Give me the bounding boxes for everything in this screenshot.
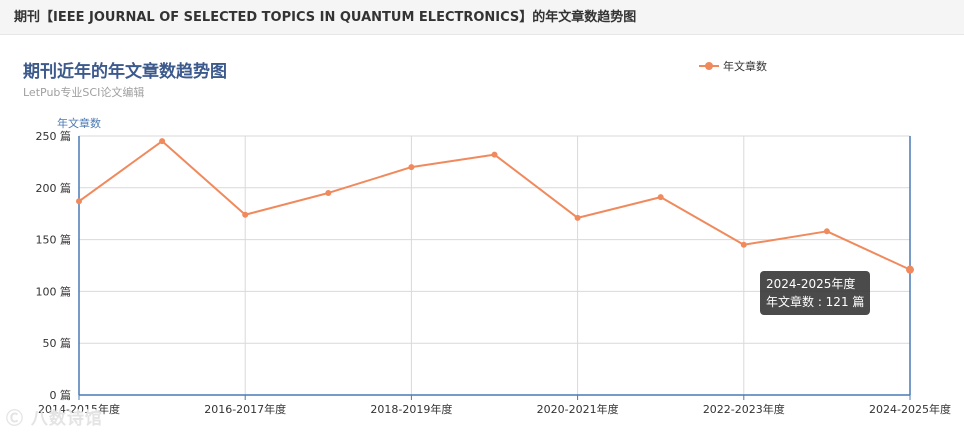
page-title: 期刊【IEEE JOURNAL OF SELECTED TOPICS IN QU… bbox=[14, 10, 637, 25]
y-tick-label: 0 篇 bbox=[50, 388, 72, 402]
header-bar: 期刊【IEEE JOURNAL OF SELECTED TOPICS IN QU… bbox=[0, 0, 964, 35]
data-point bbox=[325, 189, 332, 196]
series-line bbox=[78, 140, 911, 271]
legend-label: 年文章数 bbox=[723, 60, 767, 73]
data-point bbox=[823, 228, 830, 235]
x-tick-label: 2024-2025年度 bbox=[869, 402, 951, 416]
y-axis-title: 年文章数 bbox=[57, 116, 101, 130]
chart-subtitle: LetPub专业SCI论文编辑 bbox=[23, 86, 145, 99]
x-tick-label: 2014-2015年度 bbox=[38, 402, 120, 416]
data-point bbox=[657, 194, 664, 201]
data-point bbox=[159, 138, 166, 145]
x-tick-label: 2020-2021年度 bbox=[537, 402, 619, 416]
data-point bbox=[242, 211, 249, 218]
tooltip-category: 2024-2025年度 bbox=[766, 277, 856, 291]
data-point bbox=[491, 151, 498, 158]
data-point bbox=[740, 241, 747, 248]
y-tick-label: 200 篇 bbox=[36, 181, 72, 195]
tooltip-value: 年文章数 : 121 篇 bbox=[766, 295, 865, 309]
y-tick-label: 50 篇 bbox=[43, 336, 72, 350]
chart-title: 期刊近年的年文章数趋势图 bbox=[23, 62, 227, 82]
data-point bbox=[906, 265, 914, 274]
data-point bbox=[76, 198, 82, 205]
data-point bbox=[574, 214, 581, 221]
y-tick-label: 100 篇 bbox=[36, 284, 72, 298]
watermark: Ⓒ 八数诗馆 bbox=[6, 409, 103, 429]
data-point bbox=[408, 164, 415, 171]
y-tick-label: 150 篇 bbox=[36, 233, 72, 247]
legend-line-icon bbox=[699, 62, 719, 70]
data-tooltip: 2024-2025年度 年文章数 : 121 篇 bbox=[760, 271, 871, 315]
x-tick-label: 2022-2023年度 bbox=[703, 402, 785, 416]
legend-item[interactable]: 年文章数 bbox=[699, 57, 767, 75]
x-tick-label: 2016-2017年度 bbox=[204, 402, 286, 416]
y-tick-label: 250 篇 bbox=[36, 129, 72, 143]
x-tick-label: 2018-2019年度 bbox=[370, 402, 452, 416]
